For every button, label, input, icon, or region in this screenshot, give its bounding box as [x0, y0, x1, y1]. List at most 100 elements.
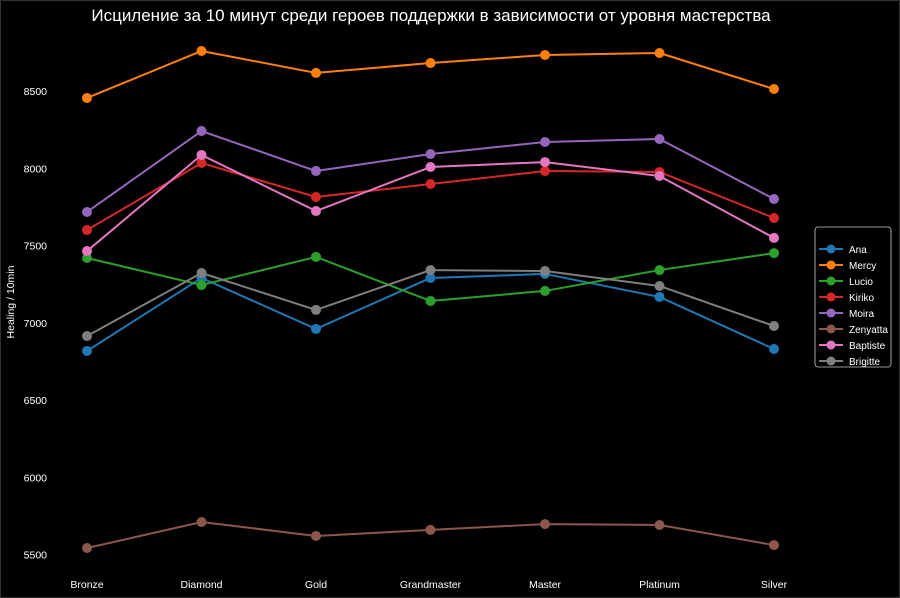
- y-tick-label: 8500: [24, 86, 48, 98]
- y-tick-label: 7000: [24, 318, 48, 330]
- legend-marker-swatch: [826, 340, 836, 350]
- data-point-moira: [654, 134, 665, 145]
- data-point-ana: [425, 272, 436, 283]
- series-line-ana: [86, 272, 775, 352]
- data-point-lucio: [82, 253, 92, 264]
- series-brigitte: [82, 265, 779, 342]
- data-point-brigitte: [311, 304, 321, 315]
- data-point-kiriko: [196, 157, 207, 168]
- legend-marker-swatch: [826, 324, 836, 334]
- series-lucio: [82, 248, 779, 306]
- data-point-baptiste: [540, 157, 550, 168]
- x-tick-label: Bronze: [70, 579, 103, 591]
- data-point-ana: [769, 344, 779, 355]
- data-point-mercy: [769, 83, 779, 94]
- data-point-brigitte: [540, 265, 550, 276]
- data-point-moira: [196, 126, 207, 137]
- legend-label: Kiriko: [849, 293, 874, 304]
- data-point-lucio: [654, 265, 665, 276]
- data-point-moira: [82, 206, 92, 217]
- data-point-moira: [540, 136, 550, 147]
- data-point-kiriko: [82, 225, 92, 236]
- data-point-lucio: [540, 285, 550, 296]
- data-point-moira: [425, 149, 436, 160]
- y-tick-label: 8000: [24, 163, 48, 175]
- legend-item-ana: Ana: [819, 244, 867, 256]
- data-point-baptiste: [425, 162, 436, 173]
- legend-item-kiriko: Kiriko: [819, 292, 874, 304]
- data-point-zenyatta: [311, 530, 321, 541]
- data-point-ana: [654, 291, 665, 302]
- legend-label: Moira: [849, 309, 874, 320]
- series-moira: [82, 126, 779, 217]
- x-tick-label: Grandmaster: [400, 579, 462, 591]
- data-point-kiriko: [311, 191, 321, 202]
- y-tick-label: 6000: [24, 472, 48, 484]
- legend-marker-swatch: [826, 244, 836, 254]
- series-line-mercy: [86, 49, 775, 99]
- data-point-zenyatta: [196, 517, 207, 528]
- legend-marker-swatch: [826, 356, 836, 366]
- data-point-brigitte: [82, 331, 92, 342]
- legend-label: Baptiste: [849, 341, 886, 352]
- data-point-lucio: [311, 251, 321, 262]
- legend-label: Lucio: [849, 277, 873, 288]
- y-axis-ticks: 5500 6000 6500 7000 7500 8000 8500: [24, 86, 48, 562]
- data-point-zenyatta: [769, 540, 779, 551]
- data-point-mercy: [425, 58, 436, 69]
- legend-label: Mercy: [849, 261, 876, 272]
- data-point-baptiste: [654, 170, 665, 181]
- data-point-lucio: [769, 248, 779, 259]
- data-point-lucio: [196, 280, 207, 291]
- y-tick-label: 6500: [24, 395, 48, 407]
- data-point-baptiste: [196, 149, 207, 160]
- series-baptiste: [82, 149, 779, 257]
- data-point-ana: [311, 323, 321, 334]
- data-point-mercy: [540, 50, 550, 61]
- data-point-baptiste: [769, 232, 779, 243]
- data-point-moira: [769, 193, 779, 204]
- chart-title: Исциление за 10 минут среди героев подде…: [91, 6, 771, 25]
- x-tick-label: Platinum: [639, 579, 680, 591]
- y-tick-label: 7500: [24, 241, 48, 253]
- legend-label: Zenyatta: [849, 325, 888, 336]
- data-point-baptiste: [311, 206, 321, 217]
- legend: Ana Mercy Lucio Kiriko Moira Zenyatta Baptiste…: [814, 226, 892, 368]
- legend-item-lucio: Lucio: [819, 276, 873, 288]
- legend-label: Ana: [849, 245, 867, 256]
- x-tick-label: Master: [529, 579, 562, 591]
- legend-item-mercy: Mercy: [819, 260, 876, 272]
- data-point-zenyatta: [654, 519, 665, 530]
- legend-item-baptiste: Baptiste: [819, 340, 886, 352]
- data-point-kiriko: [540, 166, 550, 177]
- data-point-lucio: [425, 295, 436, 306]
- legend-item-moira: Moira: [819, 308, 874, 320]
- y-axis-label: Healing / 10min: [5, 265, 17, 338]
- legend-marker-swatch: [826, 308, 836, 318]
- data-point-moira: [311, 166, 321, 177]
- data-point-mercy: [311, 67, 321, 78]
- data-point-zenyatta: [540, 519, 550, 530]
- data-point-brigitte: [425, 265, 436, 276]
- data-point-ana: [82, 346, 92, 357]
- data-point-mercy: [654, 47, 665, 58]
- data-point-zenyatta: [82, 543, 92, 554]
- data-point-kiriko: [425, 179, 436, 190]
- y-tick-label: 5500: [24, 550, 48, 562]
- legend-label: Brigitte: [849, 357, 881, 368]
- series-layer: [82, 45, 779, 554]
- data-point-brigitte: [196, 268, 207, 279]
- series-zenyatta: [82, 517, 779, 554]
- x-tick-label: Diamond: [180, 579, 222, 591]
- legend-item-brigitte: Brigitte: [819, 356, 881, 368]
- x-axis-ticks: Bronze Diamond Gold Grandmaster Master Platin…: [70, 579, 787, 591]
- legend-marker-swatch: [826, 292, 836, 302]
- data-point-baptiste: [82, 246, 92, 257]
- data-point-zenyatta: [425, 524, 436, 535]
- legend-marker-swatch: [826, 260, 836, 270]
- data-point-brigitte: [769, 320, 779, 331]
- series-mercy: [82, 45, 779, 103]
- x-tick-label: Gold: [305, 579, 327, 591]
- x-tick-label: Silver: [761, 579, 788, 591]
- data-point-mercy: [82, 92, 92, 103]
